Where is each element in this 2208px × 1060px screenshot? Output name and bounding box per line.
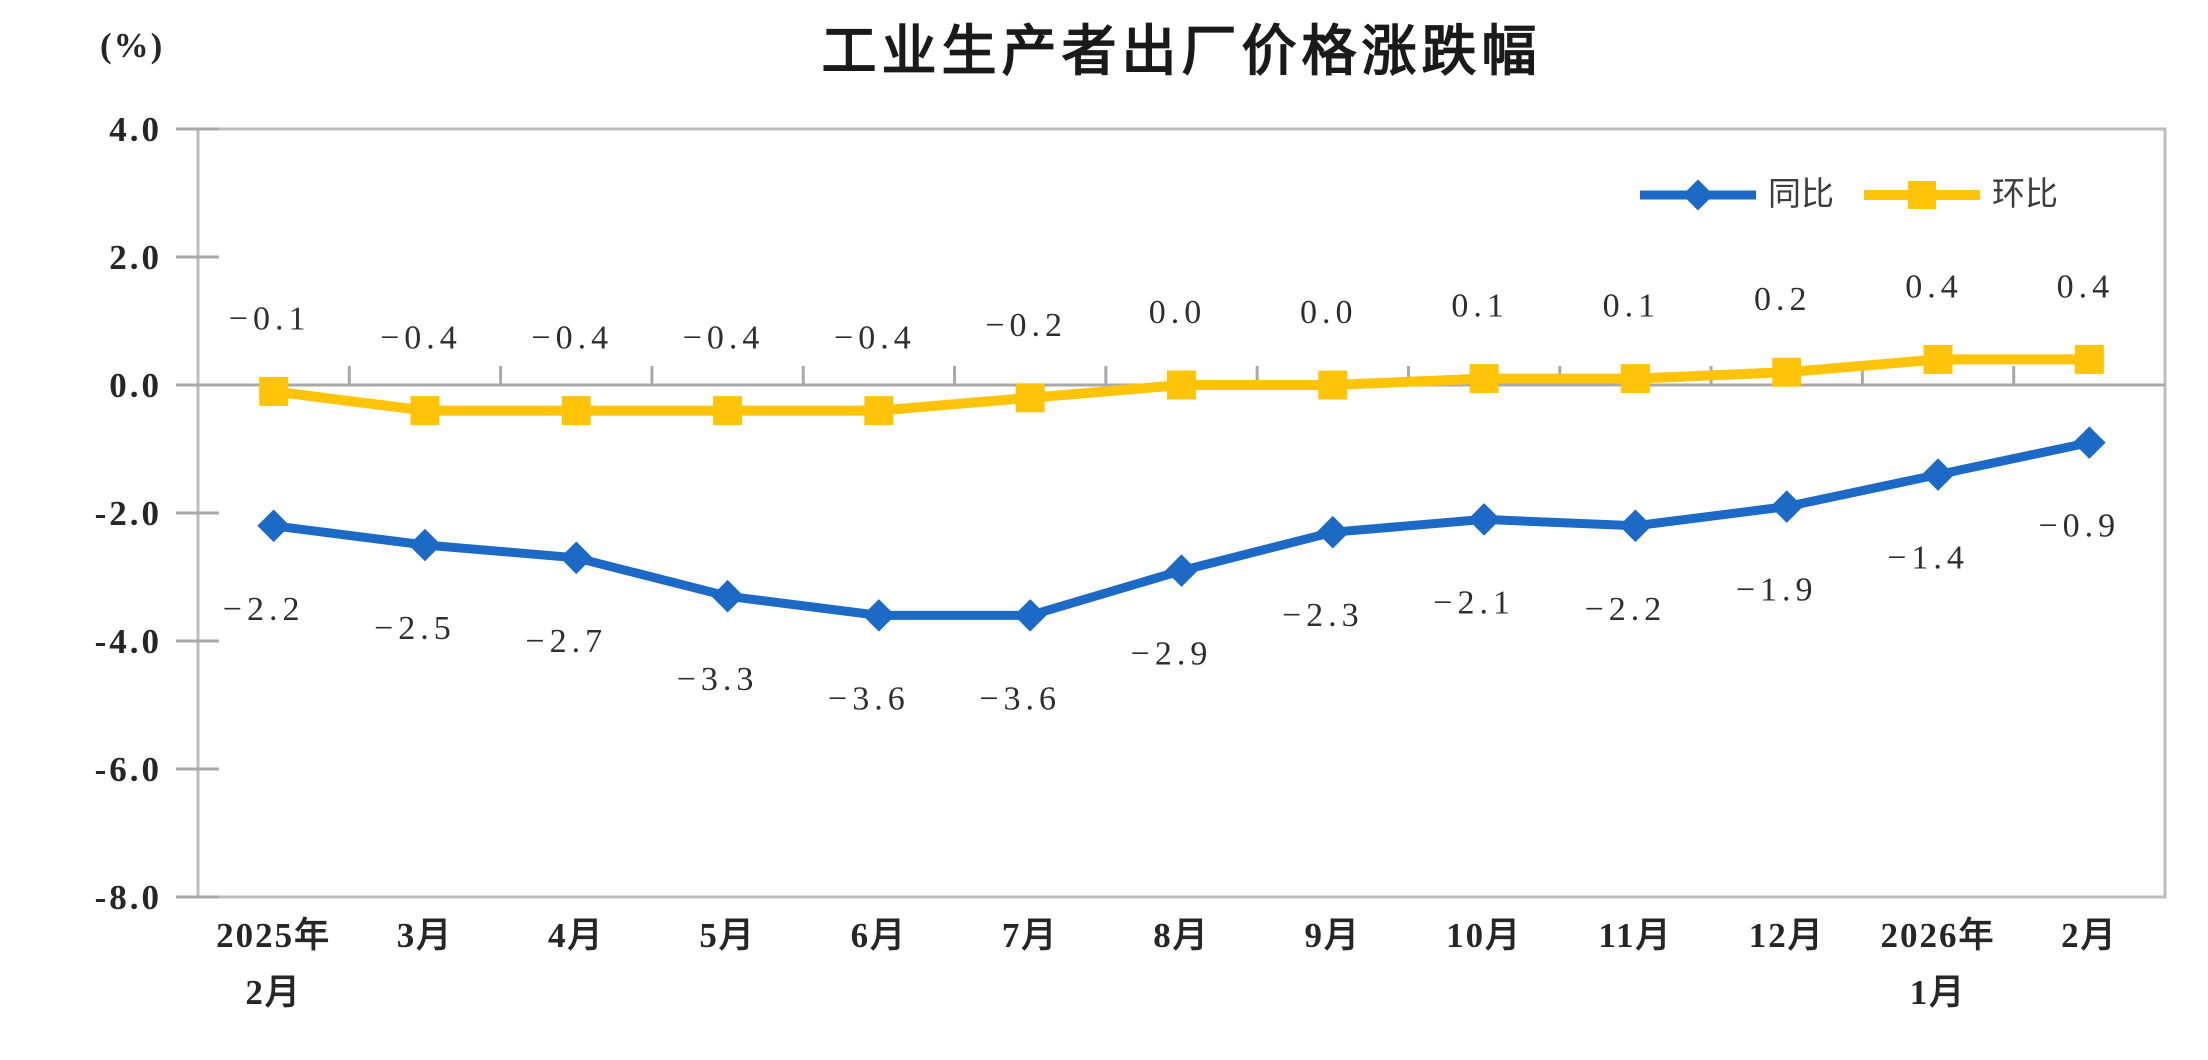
series-marker-yoy-diamond [711, 579, 744, 613]
data-label-yoy: −3.3 [677, 661, 759, 698]
series-marker-mom-square [1167, 370, 1196, 400]
x-axis-category-label: 2月 [2061, 916, 2118, 955]
data-label-yoy: −2.3 [1282, 597, 1364, 634]
plot-border [196, 127, 2167, 899]
x-axis-category-label: 7月 [1002, 916, 1059, 955]
series-marker-yoy-diamond [1013, 599, 1047, 632]
legend-label-yoy: 同比 [1768, 176, 1834, 213]
data-label-mom: 0.0 [1300, 294, 1358, 331]
series-marker-mom-square [1469, 364, 1499, 394]
legend-sample-mom-line-square-icon [1864, 181, 1980, 209]
legend-item-yoy: 同比 [1638, 176, 1834, 214]
data-label-yoy: −2.2 [223, 591, 305, 628]
x-axis-category-label: 3月 [397, 916, 454, 955]
data-label-mom: 0.1 [1451, 288, 1509, 325]
data-label-mom: −0.4 [683, 320, 765, 357]
data-label-yoy: −3.6 [828, 680, 910, 717]
y-axis-tick-label: -2.0 [95, 494, 162, 533]
x-axis-category-label: 4月 [548, 916, 605, 955]
data-label-mom: −0.4 [531, 320, 613, 357]
x-axis-category-label: 9月 [1305, 916, 1362, 955]
data-label-mom: −0.2 [985, 307, 1067, 344]
series-marker-mom-square [713, 396, 743, 426]
series-marker-mom-square [561, 396, 591, 426]
series-marker-mom-square [1620, 364, 1650, 394]
legend: 同比 环比 [1638, 176, 2058, 214]
y-axis-tick-label: -8.0 [95, 878, 162, 917]
x-axis-category-label: 12月 [1749, 916, 1825, 955]
x-axis-category-label: 11月 [1598, 916, 1672, 955]
y-axis-tick-label: -6.0 [95, 750, 162, 789]
series-marker-yoy-diamond [862, 599, 896, 632]
data-label-yoy: −0.9 [2039, 508, 2121, 545]
data-label-mom: 0.4 [1905, 268, 1963, 305]
series-marker-mom-square [2074, 344, 2104, 374]
y-axis-tick-label: 0.0 [109, 366, 162, 405]
legend-label-mom: 环比 [1992, 176, 2058, 213]
data-label-yoy: −1.4 [1887, 540, 1969, 577]
data-label-mom: 0.0 [1149, 294, 1207, 331]
x-axis-category-label: 8月 [1153, 916, 1210, 955]
x-axis-category-label: 1月 [1910, 973, 1967, 1012]
series-marker-yoy-diamond [1921, 458, 1955, 491]
series-marker-yoy-diamond [1165, 554, 1198, 587]
series-marker-yoy-diamond [1619, 509, 1652, 543]
data-label-yoy: −2.5 [374, 610, 456, 647]
data-label-mom: 0.4 [2057, 268, 2115, 305]
series-marker-yoy-diamond [560, 541, 593, 575]
y-axis-unit-label: (%) [100, 26, 165, 65]
data-label-mom: −0.4 [834, 320, 916, 357]
series-marker-mom-square [1923, 344, 1953, 374]
series-marker-mom-square [1318, 370, 1348, 400]
data-label-yoy: −3.6 [979, 680, 1061, 717]
data-label-yoy: −2.1 [1433, 584, 1515, 621]
x-axis-category-label: 2026年 [1881, 916, 1996, 955]
series-marker-yoy-diamond [2073, 426, 2106, 459]
legend-item-mom: 环比 [1862, 176, 2058, 214]
series-marker-mom-square [1015, 383, 1045, 413]
data-label-mom: −0.1 [229, 300, 311, 337]
data-label-yoy: −2.9 [1131, 636, 1213, 673]
data-label-mom: −0.4 [380, 320, 462, 357]
chart-title: 工业生产者出厂价格涨跌幅 [821, 20, 1542, 82]
x-axis-category-label: 2月 [245, 973, 302, 1012]
legend-sample-yoy-line-diamond-icon [1640, 179, 1756, 211]
y-axis-tick-label: 4.0 [109, 110, 162, 149]
data-label-mom: 0.1 [1603, 288, 1661, 325]
series-marker-yoy-diamond [257, 509, 290, 543]
data-label-yoy: −1.9 [1736, 572, 1818, 609]
x-axis-category-label: 2025年 [216, 916, 331, 955]
series-marker-yoy-diamond [1316, 515, 1350, 549]
series-marker-mom-square [1772, 357, 1802, 387]
series-marker-mom-square [864, 396, 894, 426]
x-axis-category-label: 10月 [1446, 916, 1522, 955]
series-marker-yoy-diamond [408, 528, 442, 562]
series-marker-yoy-diamond [1467, 503, 1501, 536]
series-marker-mom-square [410, 396, 440, 426]
data-label-mom: 0.2 [1754, 281, 1812, 318]
x-axis-category-label: 5月 [699, 916, 756, 955]
data-label-yoy: −2.7 [525, 623, 607, 660]
y-axis-tick-label: 2.0 [109, 238, 162, 277]
x-axis-category-label: 6月 [851, 916, 908, 955]
y-axis-tick-label: -4.0 [95, 622, 162, 661]
data-label-yoy: −2.2 [1585, 591, 1667, 628]
series-marker-yoy-diamond [1770, 490, 1803, 523]
series-marker-mom-square [259, 376, 289, 406]
